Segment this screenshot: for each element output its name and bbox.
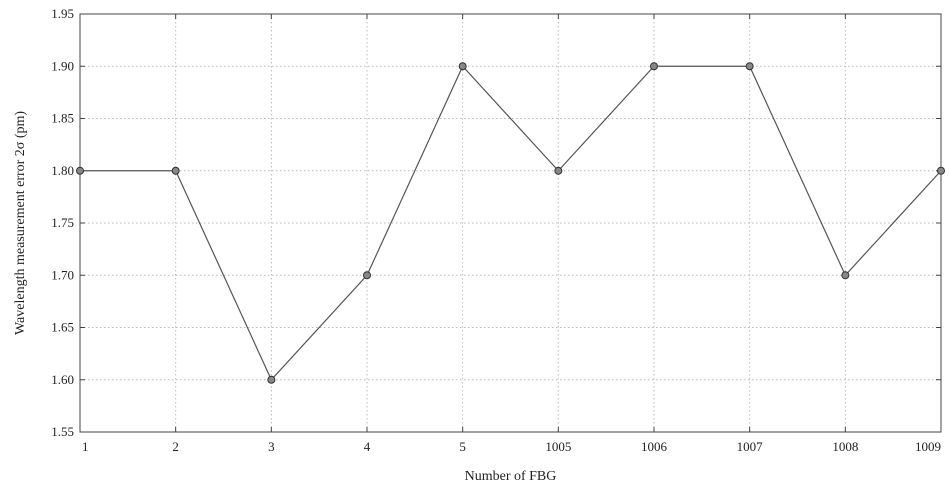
data-point xyxy=(745,62,754,71)
data-point xyxy=(363,271,371,280)
x-tick-label: 1009 xyxy=(915,439,941,454)
x-tick-label: 1005 xyxy=(545,439,571,454)
y-tick-label: 1.65 xyxy=(51,320,74,335)
y-tick-label: 1.80 xyxy=(51,163,74,178)
x-tick-label: 1007 xyxy=(737,439,764,454)
data-point xyxy=(554,166,563,175)
y-tick-label: 1.95 xyxy=(51,6,74,21)
data-point xyxy=(650,62,658,71)
data-point xyxy=(841,271,850,280)
data-point xyxy=(267,375,276,384)
x-tick-label: 4 xyxy=(364,439,371,454)
x-tick-label: 1008 xyxy=(832,439,858,454)
y-tick-label: 1.90 xyxy=(51,58,74,73)
y-axis-ticks: 1.55 1.60 1.65 1.70 1.75 1.80 1.85 1.90 1.95 xyxy=(51,6,941,439)
x-axis-ticks: 1 2 3 4 5 1005 1006 1007 1008 1009 xyxy=(79,14,942,454)
y-tick-label: 1.70 xyxy=(51,267,74,282)
data-point xyxy=(458,62,467,71)
x-axis-label: Number of FBG xyxy=(465,469,557,484)
x-tick-label: 1 xyxy=(82,439,89,454)
data-point xyxy=(937,166,945,175)
data-markers xyxy=(76,62,945,384)
y-tick-label: 1.85 xyxy=(51,111,74,126)
x-tick-label: 2 xyxy=(172,439,179,454)
x-tick-label: 1006 xyxy=(641,439,668,454)
x-tick-label: 3 xyxy=(268,439,275,454)
x-tick-label: 5 xyxy=(459,439,466,454)
y-tick-label: 1.60 xyxy=(51,372,74,387)
grid xyxy=(80,14,941,432)
series-line xyxy=(80,65,942,381)
y-tick-label: 1.75 xyxy=(51,215,74,230)
data-point xyxy=(171,166,180,175)
y-tick-label: 1.55 xyxy=(51,424,74,439)
y-axis-label: Wavelength measurement error 2σ (pm) xyxy=(13,111,28,335)
data-point xyxy=(76,166,84,175)
